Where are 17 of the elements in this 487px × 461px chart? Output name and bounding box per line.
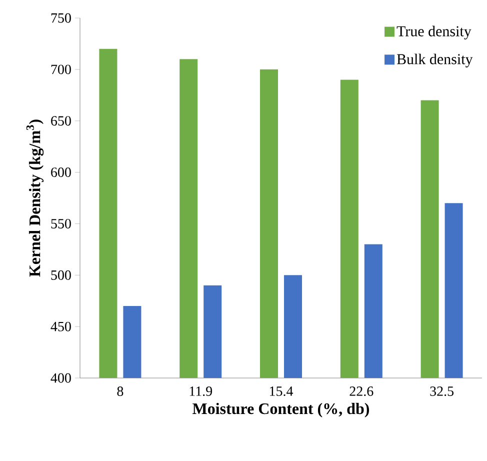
legend-label: Bulk density [396, 54, 473, 68]
x-tick-label: 11.9 [190, 386, 212, 396]
x-axis-title: Moisture Content (%, db) [192, 402, 370, 418]
y-axis-title: Kernel Density (kg/m$^{3}$) [26, 120, 44, 277]
x-tick-label: 32.5 [430, 386, 454, 396]
y-tick-label: 450 [50, 322, 71, 332]
y-tick-label: 400 [50, 373, 71, 383]
y-tick-label: 500 [51, 270, 71, 280]
x-tick-label: 15.4 [270, 386, 294, 396]
y-tick-label: 600 [51, 168, 71, 178]
legend-label: True density [396, 26, 472, 40]
y-tick-label: 750 [51, 13, 71, 23]
y-tick-label: 700 [51, 64, 71, 74]
x-tick-label: 8 [117, 386, 124, 396]
y-tick-label: 650 [51, 116, 71, 126]
x-tick-label: 22.6 [350, 386, 374, 396]
y-tick-label: 550 [51, 218, 71, 228]
